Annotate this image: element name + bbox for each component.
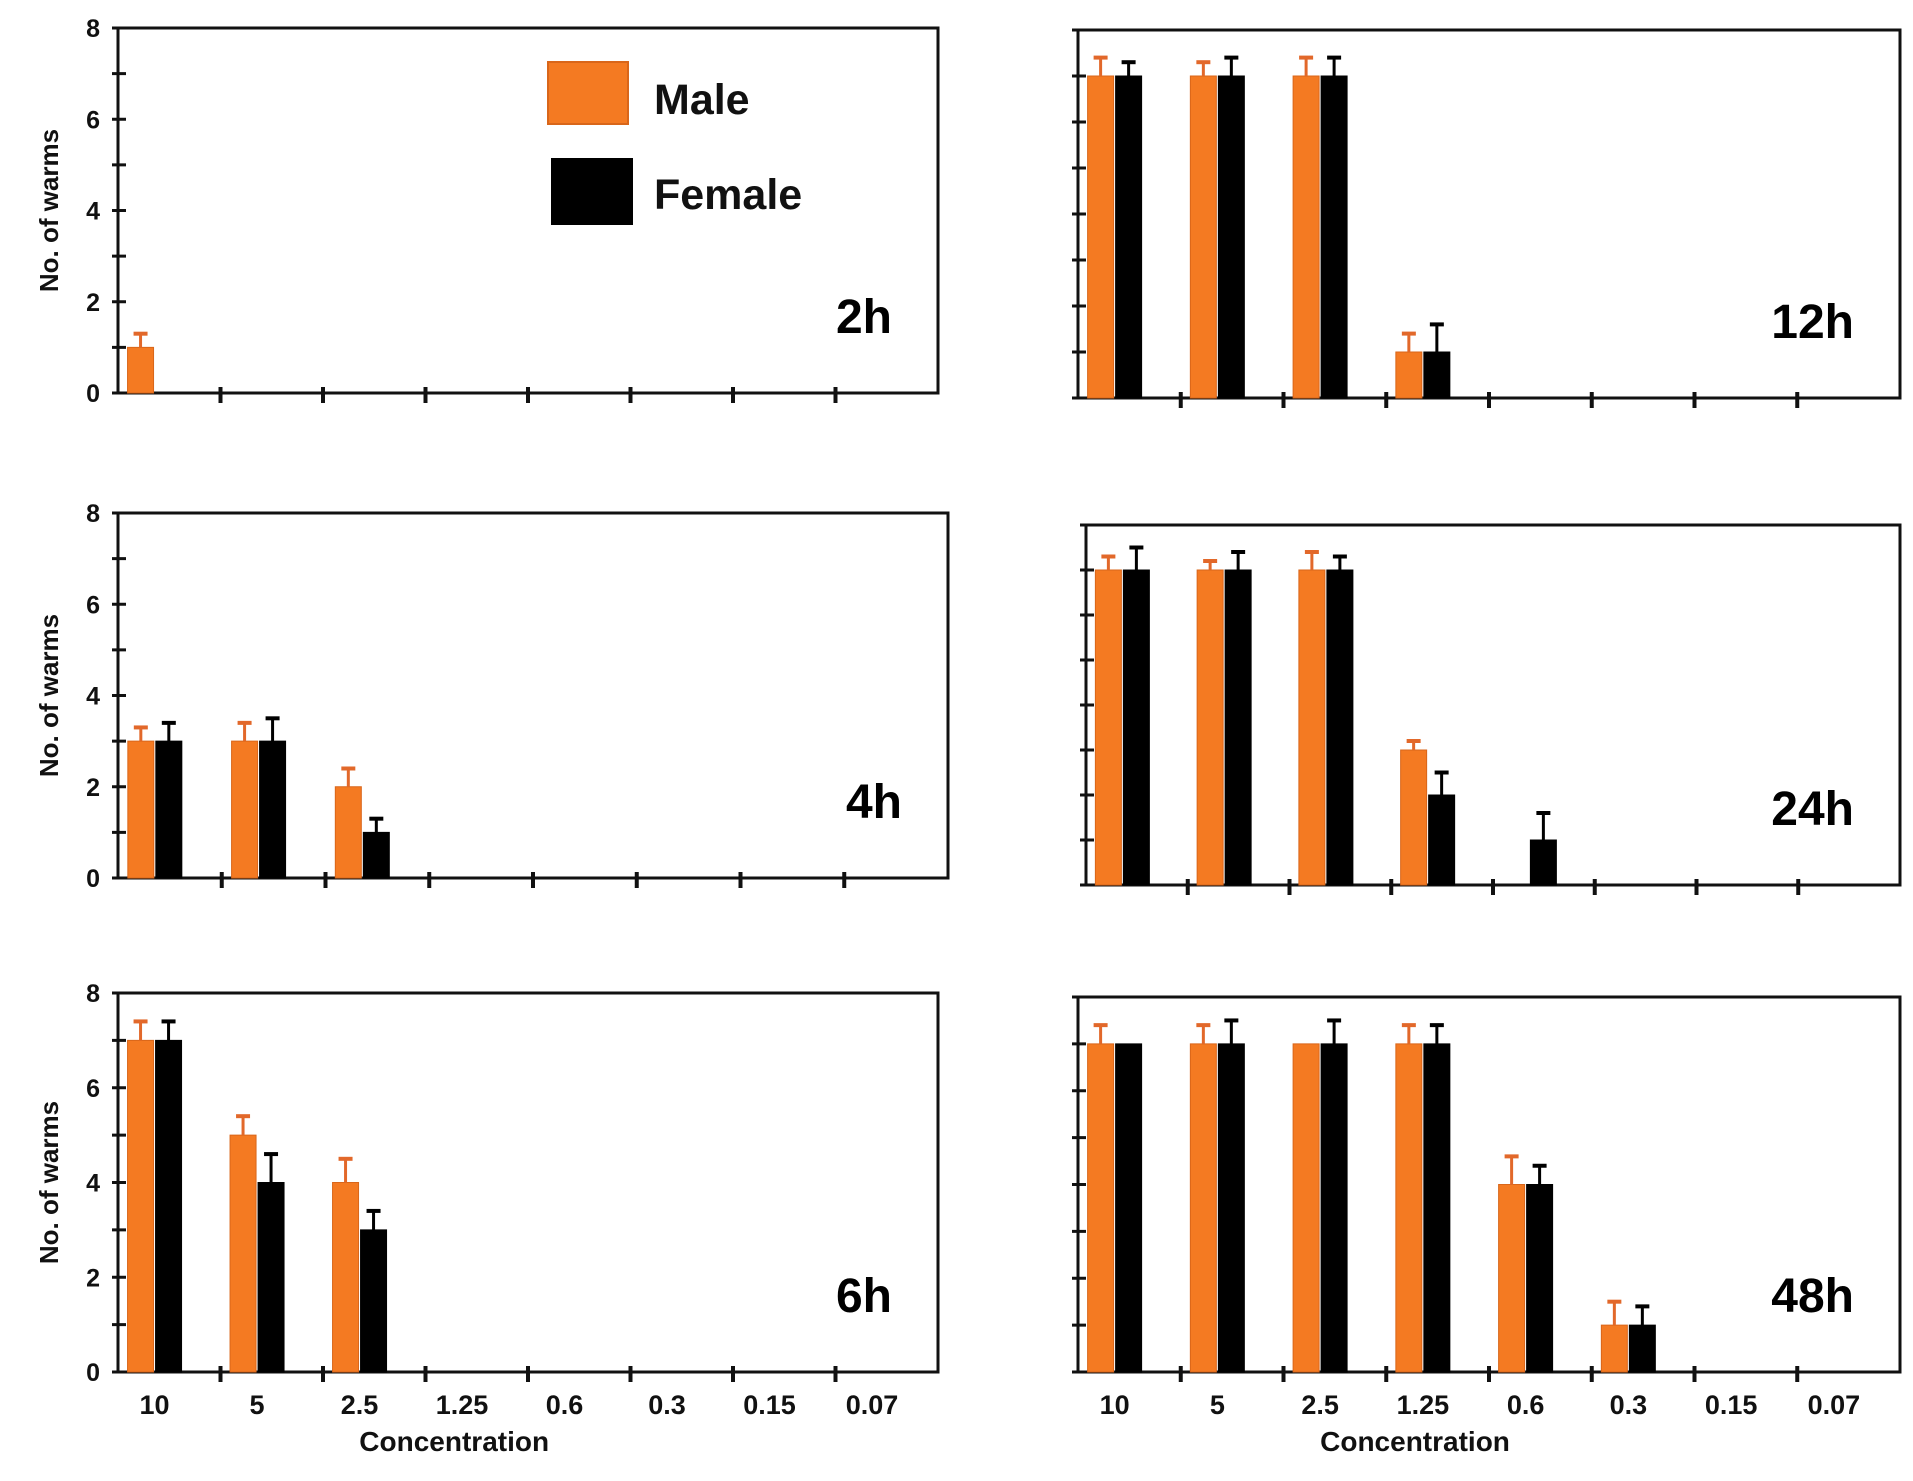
panel-4-bar-female-2.5 — [1326, 569, 1354, 886]
panel-5-y-tick-label: 4 — [86, 1170, 100, 1198]
panel-2-bar-male-1.25 — [1395, 351, 1423, 399]
panel-1-y-tick-label: 6 — [86, 106, 100, 134]
panel-5-x-tick-label: 1.25 — [436, 1390, 489, 1420]
panel-2: 12h — [1072, 28, 1902, 408]
panel-4-bar-female-0.6 — [1529, 839, 1557, 886]
panel-6-bar-female-1.25 — [1423, 1043, 1451, 1373]
panel-6-bar-male-5 — [1189, 1043, 1217, 1373]
panel-6-bar-male-1.25 — [1395, 1043, 1423, 1373]
panel-1-y-tick-label: 8 — [86, 15, 100, 43]
panel-6-bar-male-2.5 — [1292, 1043, 1320, 1373]
panel-6-bar-female-2.5 — [1320, 1043, 1348, 1373]
panel-6-bar-female-0.6 — [1526, 1184, 1554, 1373]
panel-3-time-label: 4h — [846, 776, 902, 829]
panel-4-bar-male-5 — [1196, 569, 1224, 886]
panel-6-x-tick-label: 0.15 — [1705, 1390, 1758, 1420]
panel-2-bar-female-5 — [1217, 75, 1245, 399]
panel-6-bar-female-0.3 — [1628, 1324, 1656, 1373]
panel-1-y-tick-label: 4 — [86, 198, 100, 226]
panel-5-x-tick-label: 5 — [250, 1390, 265, 1420]
panel-6-x-tick-label: 0.3 — [1610, 1390, 1648, 1420]
panel-6-x-tick-label: 2.5 — [1301, 1390, 1339, 1420]
panel-2-bar-male-2.5 — [1292, 75, 1320, 399]
panel-5-bar-male-10 — [127, 1039, 155, 1373]
panel-2-bar-male-10 — [1087, 75, 1115, 399]
panel-6-x-axis-title: Concentration — [1320, 1426, 1510, 1457]
panel-6-x-tick-label: 0.6 — [1507, 1390, 1545, 1420]
panel-2-bar-female-2.5 — [1320, 75, 1348, 399]
panel-6-x-tick-label: 10 — [1100, 1390, 1130, 1420]
panel-6-bar-female-10 — [1115, 1043, 1143, 1373]
panel-5-y-tick-label: 6 — [86, 1075, 100, 1103]
panel-4-bar-female-1.25 — [1428, 794, 1456, 886]
panel-5-x-tick-label: 0.3 — [648, 1390, 686, 1420]
panel-2-bar-female-10 — [1115, 75, 1143, 399]
legend-swatch-female — [551, 158, 633, 225]
panel-4-bar-female-5 — [1224, 569, 1252, 886]
panel-2-time-label: 12h — [1771, 296, 1854, 349]
panel-5-bar-female-5 — [257, 1182, 285, 1373]
panel-3-bar-male-2.5 — [334, 786, 362, 879]
panel-3-y-tick-label: 8 — [86, 500, 100, 528]
panel-3-y-tick-label: 2 — [86, 774, 100, 802]
panel-6-x-tick-label: 0.07 — [1808, 1390, 1861, 1420]
panel-6-x-tick-label: 1.25 — [1397, 1390, 1450, 1420]
panel-5-y-tick-label: 2 — [86, 1264, 100, 1292]
panel-1-time-label: 2h — [836, 291, 892, 344]
panel-5-y-tick-label: 8 — [86, 980, 100, 1008]
panel-5-x-tick-label: 0.15 — [743, 1390, 796, 1420]
legend-label-male: Male — [654, 76, 750, 124]
panel-4-bar-male-1.25 — [1400, 749, 1428, 886]
panel-3-y-tick-label: 6 — [86, 591, 100, 619]
panel-5: 0 2 4 6 8 No. of warms 10 5 2.5 1.25 0.6 0.3 0.15 0.0… — [34, 980, 940, 1457]
panel-5-x-tick-label: 0.6 — [546, 1390, 584, 1420]
panel-5-time-label: 6h — [836, 1270, 892, 1323]
legend-swatch-male — [547, 61, 629, 125]
panel-3-y-tick-label: 4 — [86, 683, 100, 711]
legend: Male Female — [547, 61, 802, 225]
panel-1-y-tick-label: 2 — [86, 289, 100, 317]
panel-4-bar-male-2.5 — [1298, 569, 1326, 886]
panel-1: 0 2 4 6 8 No. of warms 2h — [34, 15, 940, 408]
panel-2-bar-female-1.25 — [1423, 351, 1451, 399]
panel-4-bar-male-10 — [1094, 569, 1122, 886]
panel-5-x-tick-label: 10 — [140, 1390, 170, 1420]
panel-3: 0 2 4 6 8 No. of warms 4h — [34, 500, 950, 893]
panel-6-bar-male-0.3 — [1600, 1324, 1628, 1373]
chart-panels: 0 2 4 6 8 No. of warms 2h 12h 0 2 4 6 8 No. of warms 4… — [34, 15, 1902, 1457]
panel-5-x-tick-label: 2.5 — [341, 1390, 379, 1420]
panel-4-bar-female-10 — [1122, 569, 1150, 886]
panel-6-bar-male-10 — [1087, 1043, 1115, 1373]
panel-3-bar-male-5 — [231, 740, 259, 879]
panel-2-bar-male-5 — [1189, 75, 1217, 399]
panel-6-x-tick-label: 5 — [1210, 1390, 1225, 1420]
panel-1-bar-male-10 — [127, 346, 155, 394]
panel-5-x-axis-title: Concentration — [359, 1426, 549, 1457]
panel-3-y-tick-label: 0 — [86, 865, 100, 893]
panel-5-y-tick-label: 0 — [86, 1359, 100, 1387]
panel-1-y-tick-label: 0 — [86, 380, 100, 408]
legend-label-female: Female — [654, 171, 802, 219]
panel-3-bar-male-10 — [127, 740, 155, 879]
panel-5-bar-male-5 — [229, 1134, 257, 1373]
panel-5-bar-female-10 — [155, 1039, 183, 1373]
panel-3-bar-female-5 — [259, 740, 287, 879]
panel-1-y-axis-title: No. of warms — [34, 129, 64, 292]
panel-4-time-label: 24h — [1771, 783, 1854, 836]
panel-5-bar-male-2.5 — [332, 1182, 360, 1373]
panel-6-bar-male-0.6 — [1498, 1184, 1526, 1373]
panel-5-y-axis-title: No. of warms — [34, 1101, 64, 1264]
panel-6-bar-female-5 — [1217, 1043, 1245, 1373]
panel-3-y-axis-title: No. of warms — [34, 614, 64, 777]
panel-6-time-label: 48h — [1771, 1270, 1854, 1323]
panel-6: 10 5 2.5 1.25 0.6 0.3 0.15 0.07 Concentration 48h — [1072, 995, 1902, 1457]
panel-5-bar-female-2.5 — [360, 1229, 388, 1373]
panel-1-plot-frame — [116, 26, 940, 395]
panel-4: 24h — [1080, 523, 1902, 895]
panel-3-bar-female-10 — [155, 740, 183, 879]
panel-3-bar-female-2.5 — [362, 831, 390, 879]
panel-5-x-tick-label: 0.07 — [846, 1390, 899, 1420]
